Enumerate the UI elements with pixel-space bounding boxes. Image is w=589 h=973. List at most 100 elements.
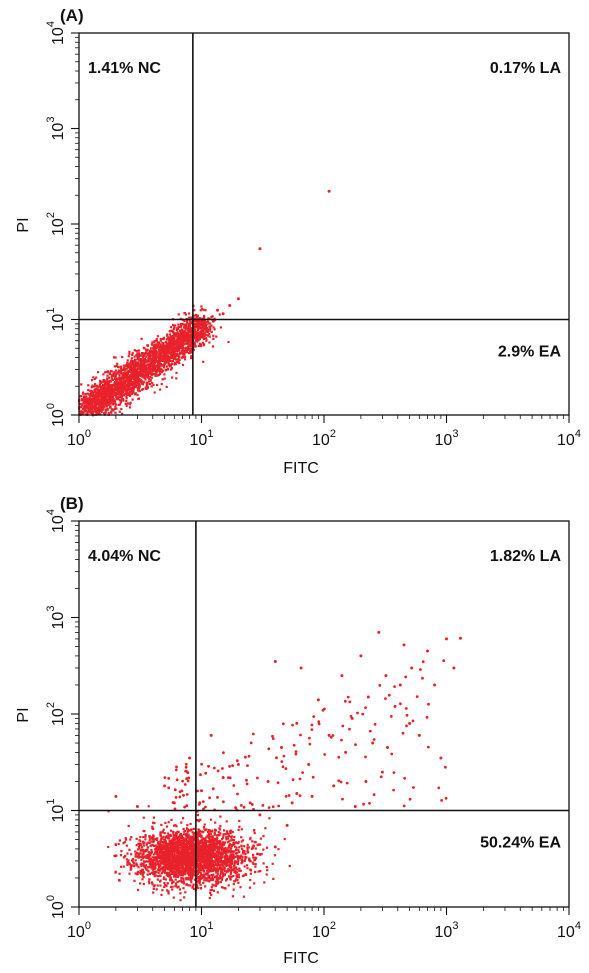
density-dot	[95, 376, 98, 379]
density-dot	[103, 401, 106, 404]
density-dot	[145, 860, 148, 863]
density-dot	[131, 398, 134, 401]
density-dot	[118, 377, 121, 380]
density-dot	[142, 346, 145, 350]
density-dot	[119, 365, 122, 368]
density-dot	[97, 403, 100, 406]
density-dot	[206, 844, 209, 847]
density-dot	[207, 870, 210, 873]
density-dot	[144, 353, 147, 356]
density-dot	[124, 402, 127, 405]
density-dot	[149, 857, 153, 860]
density-dot	[249, 868, 252, 871]
density-dot	[202, 360, 205, 363]
density-dot	[181, 343, 184, 347]
density-dot	[266, 869, 269, 872]
density-dot	[131, 370, 134, 373]
density-dot	[182, 872, 185, 875]
density-dot	[161, 830, 164, 833]
density-dot	[142, 882, 145, 886]
density-dot	[185, 835, 188, 838]
density-dot	[208, 335, 211, 338]
density-dot	[155, 355, 158, 358]
density-dot	[163, 841, 166, 845]
density-dot	[145, 381, 148, 384]
density-dot	[232, 842, 236, 846]
density-dot	[170, 351, 173, 354]
density-dot	[179, 899, 182, 902]
density-dot	[124, 367, 127, 370]
density-dot	[156, 875, 159, 878]
density-dot	[252, 853, 255, 857]
density-dot	[211, 842, 214, 846]
density-dot	[198, 842, 201, 846]
density-dot	[243, 859, 246, 862]
density-dot	[125, 374, 129, 377]
density-dot	[176, 830, 179, 833]
density-dot	[220, 844, 224, 847]
density-dot	[216, 859, 219, 862]
density-dot	[170, 339, 173, 342]
density-dot	[149, 371, 152, 375]
density-dot	[122, 364, 125, 367]
density-dot	[191, 875, 194, 878]
density-dot	[172, 352, 175, 355]
density-dot	[182, 319, 185, 322]
density-dot	[166, 842, 169, 845]
density-dot	[192, 838, 196, 841]
density-dot	[142, 829, 145, 833]
density-dot	[162, 828, 165, 831]
density-dot	[236, 860, 239, 863]
density-dot	[210, 864, 213, 867]
density-dot	[153, 822, 156, 825]
density-dot	[155, 338, 158, 341]
density-dot	[204, 854, 207, 857]
density-dot	[183, 336, 186, 339]
density-dot	[146, 384, 149, 387]
density-dot	[220, 878, 224, 881]
density-dot	[187, 329, 190, 332]
density-dot	[97, 389, 100, 392]
density-dot	[205, 828, 208, 831]
density-dot	[221, 853, 224, 857]
density-dot	[240, 840, 243, 843]
density-dot	[122, 842, 125, 845]
density-dot	[216, 874, 219, 877]
density-dot	[159, 851, 162, 854]
density-dot	[192, 348, 195, 352]
density-dot	[233, 870, 236, 873]
density-dot	[113, 393, 116, 396]
density-dot	[168, 839, 171, 842]
density-dot	[180, 877, 183, 880]
density-dot	[147, 805, 150, 808]
density-dot	[146, 866, 149, 869]
density-dot	[151, 843, 154, 846]
density-dot	[189, 841, 193, 844]
density-dot	[196, 850, 199, 853]
density-dot	[199, 330, 202, 333]
density-dot	[167, 367, 170, 370]
density-dot	[226, 862, 229, 865]
density-dot	[204, 337, 208, 340]
density-dot	[117, 382, 120, 385]
density-dot	[240, 845, 243, 848]
density-dot	[189, 329, 192, 332]
density-dot	[112, 397, 115, 401]
density-dot	[209, 862, 212, 865]
density-dot	[177, 865, 180, 868]
density-dot	[202, 332, 205, 335]
density-dot	[214, 862, 217, 866]
density-dot	[173, 363, 176, 366]
density-dot	[106, 399, 110, 402]
density-dot	[184, 870, 187, 873]
density-dot	[126, 383, 129, 386]
density-dot	[206, 850, 209, 853]
density-dot	[187, 344, 190, 347]
density-dot	[203, 879, 206, 882]
density-dot	[207, 322, 210, 325]
density-dot	[144, 359, 147, 362]
density-dot	[189, 822, 192, 826]
density-dot	[115, 392, 118, 395]
density-dot	[238, 857, 241, 860]
density-dot	[190, 860, 193, 863]
